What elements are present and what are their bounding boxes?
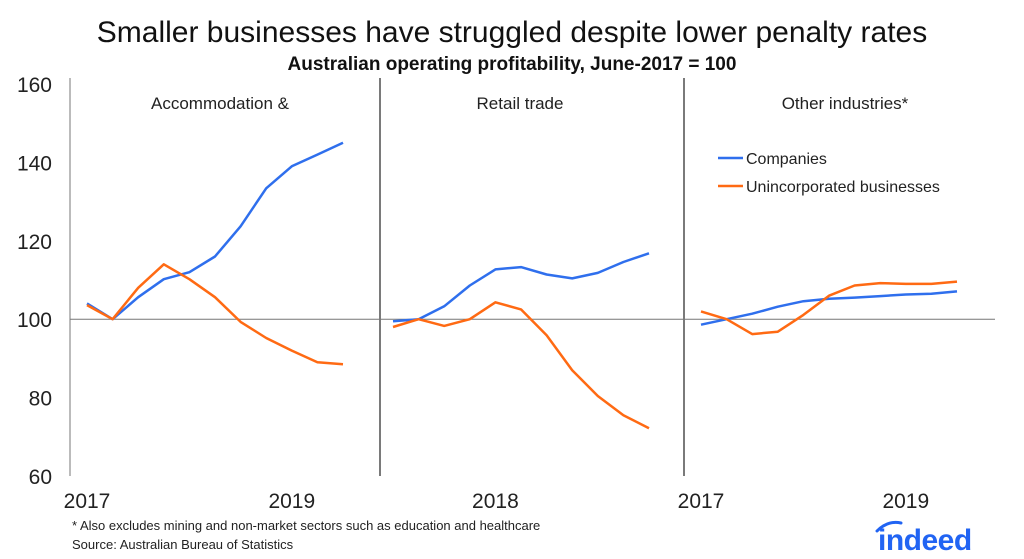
series-line-companies-panel-2 (392, 252, 650, 323)
series-line-unincorporated-panel-1 (86, 263, 344, 366)
y-tick-label: 80 (29, 388, 52, 411)
chart-subtitle: Australian operating profitability, June… (288, 54, 737, 75)
svg-text:indeed: indeed (878, 524, 972, 557)
legend: Companies Unincorporated businesses (718, 151, 940, 196)
x-tick-label: 2019 (882, 490, 929, 513)
panel-title: Accommodation & (151, 94, 290, 113)
series-line-unincorporated-panel-2 (392, 301, 650, 430)
series-line-companies-panel-3 (700, 290, 958, 326)
footnote: * Also excludes mining and non-market se… (72, 518, 540, 533)
x-tick-label: 2017 (64, 490, 111, 513)
source-note: Source: Australian Bureau of Statistics (72, 537, 294, 552)
legend-label-unincorporated: Unincorporated businesses (746, 179, 940, 196)
y-tick-label: 100 (17, 309, 52, 332)
y-tick-label: 120 (17, 231, 52, 254)
y-tick-label: 160 (17, 74, 52, 97)
series-line-companies-panel-1 (86, 141, 344, 321)
y-tick-label: 60 (29, 466, 52, 489)
series-line-unincorporated-panel-3 (700, 280, 958, 336)
y-tick-label: 140 (17, 152, 52, 175)
chart-title: Smaller businesses have struggled despit… (97, 16, 927, 49)
indeed-logo: indeed (875, 520, 972, 557)
x-tick-label: 2019 (268, 490, 315, 513)
panel-title: Other industries* (782, 94, 909, 113)
x-tick-label: 2017 (678, 490, 725, 513)
panel-title: Retail trade (477, 94, 564, 113)
x-tick-label: 2018 (472, 490, 519, 513)
legend-label-companies: Companies (746, 151, 827, 168)
